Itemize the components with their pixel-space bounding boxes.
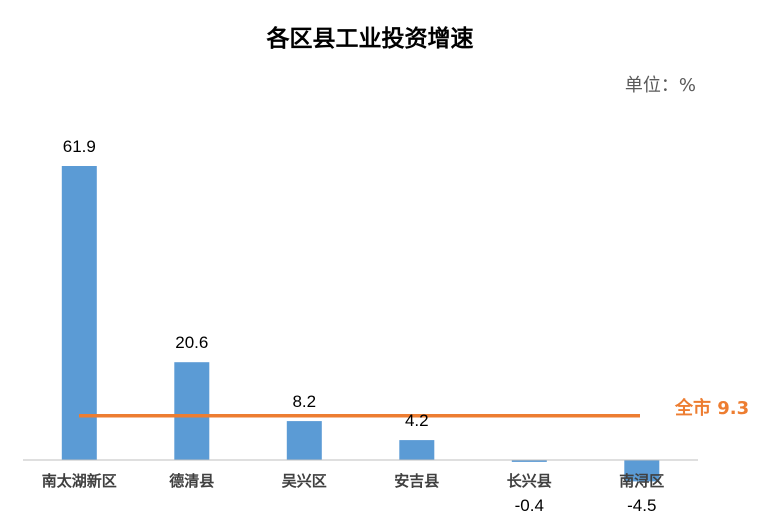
x-tick-label: 安吉县 <box>394 472 439 490</box>
bar-5 <box>511 460 547 462</box>
data-label: -4.5 <box>627 496 656 515</box>
x-tick-label: 南浔区 <box>619 472 664 490</box>
chart-title: 各区县工业投资增速 <box>266 25 474 52</box>
bar-1 <box>61 166 97 460</box>
reference-line-label: 全市 9.3 <box>674 397 749 419</box>
bar-2 <box>174 362 210 460</box>
bar-4 <box>399 440 435 460</box>
bar-3 <box>286 421 322 460</box>
data-label: 4.2 <box>405 411 429 430</box>
data-label: -0.4 <box>515 496 544 515</box>
data-label: 61.9 <box>63 137 96 156</box>
x-tick-label: 吴兴区 <box>282 472 327 490</box>
x-tick-label: 德清县 <box>169 472 214 490</box>
data-label: 20.6 <box>175 333 208 352</box>
bar-6 <box>624 460 660 482</box>
unit-label: 单位：% <box>625 75 696 96</box>
x-tick-label: 南太湖新区 <box>42 472 117 490</box>
x-tick-labels: 南太湖新区 德清县 吴兴区 安吉县 长兴县 南浔区 <box>42 472 665 490</box>
bars-group <box>61 166 660 482</box>
data-labels: 61.9 20.6 8.2 4.2 -0.4 -4.5 <box>63 137 657 515</box>
x-tick-label: 长兴县 <box>507 472 552 490</box>
data-label: 8.2 <box>292 392 316 411</box>
